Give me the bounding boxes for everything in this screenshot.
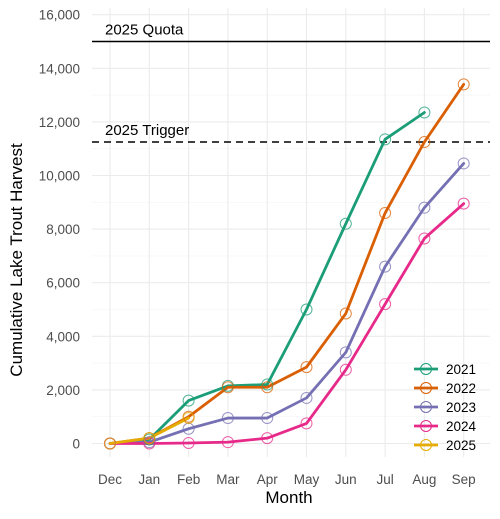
data-point: [182, 394, 195, 407]
y-tick-label: 2,000: [46, 383, 80, 398]
data-point: [379, 133, 392, 146]
data-point: [261, 412, 274, 425]
legend-label: 2021: [446, 362, 476, 377]
series-line: [108, 162, 466, 445]
y-tick-label: 4,000: [46, 329, 80, 344]
data-point: [457, 197, 470, 210]
legend-label: 2023: [446, 400, 476, 415]
data-point: [418, 201, 431, 214]
x-tick-label: Sep: [452, 472, 476, 487]
reference-line-label: 2025 Quota: [105, 22, 184, 39]
data-point: [221, 381, 234, 394]
x-tick-label: Aug: [412, 472, 436, 487]
x-tick-label: Jul: [376, 472, 393, 487]
x-tick-label: Mar: [216, 472, 240, 487]
y-axis-tick-labels: 0 2,000 4,000 6,000 8,000 10,000 12,000 14,000 1…: [39, 8, 80, 452]
legend-label: 2022: [446, 381, 476, 396]
legend-key-point: [420, 382, 432, 394]
data-point: [221, 436, 234, 449]
data-point: [457, 157, 470, 170]
data-point: [261, 381, 274, 394]
y-tick-label: 12,000: [39, 115, 80, 130]
y-tick-label: 0: [72, 437, 80, 452]
data-point: [418, 136, 431, 148]
data-point: [300, 391, 313, 404]
x-tick-label: Jun: [335, 472, 357, 487]
x-tick-label: Apr: [257, 472, 279, 487]
x-tick-label: Jan: [138, 472, 160, 487]
legend-key-point: [420, 363, 432, 375]
x-axis-tick-labels: Dec Jan Feb Mar Apr May Jun Jul Aug Sep: [98, 472, 476, 487]
data-point: [300, 361, 313, 374]
data-point: [221, 412, 234, 425]
data-point: [300, 303, 313, 316]
data-point: [339, 217, 352, 230]
y-axis-title: Cumulative Lake Trout Harvest: [7, 143, 26, 377]
y-tick-label: 8,000: [46, 222, 80, 237]
y-tick-label: 16,000: [39, 8, 80, 23]
data-point: [143, 437, 156, 450]
x-tick-label: May: [294, 472, 320, 487]
y-tick-label: 6,000: [46, 276, 80, 291]
legend-key-point: [420, 439, 432, 451]
x-tick-label: Feb: [177, 472, 200, 487]
data-points: [104, 78, 470, 450]
data-point: [300, 417, 313, 430]
data-point: [418, 106, 431, 119]
x-axis-title: Month: [265, 488, 312, 507]
data-point: [339, 363, 352, 376]
data-point: [182, 412, 195, 425]
series-line: [108, 202, 466, 445]
data-point: [143, 432, 156, 445]
reference-lines: 2025 Quota 2025 Trigger: [92, 22, 490, 143]
data-point: [418, 232, 431, 245]
data-point: [379, 260, 392, 273]
legend: 2021 2022 2023 2024 2025: [414, 362, 477, 453]
data-point: [379, 298, 392, 311]
data-point: [182, 436, 195, 449]
reference-line-label: 2025 Trigger: [105, 122, 189, 139]
data-point: [339, 346, 352, 359]
data-point: [457, 78, 470, 91]
series-lines: [108, 82, 466, 445]
legend-key-point: [420, 420, 432, 432]
data-point: [261, 378, 274, 391]
data-point: [104, 437, 116, 450]
series-line: [108, 111, 426, 445]
data-point: [261, 432, 274, 445]
legend-key-point: [420, 401, 432, 413]
legend-label: 2025: [446, 438, 476, 453]
y-tick-label: 14,000: [39, 61, 80, 76]
legend-label: 2024: [446, 419, 477, 434]
x-tick-label: Dec: [98, 472, 122, 487]
y-tick-label: 10,000: [39, 169, 80, 184]
data-point: [379, 207, 392, 220]
data-point: [339, 307, 352, 320]
